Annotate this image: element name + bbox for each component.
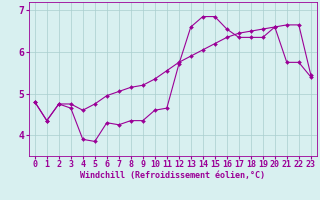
X-axis label: Windchill (Refroidissement éolien,°C): Windchill (Refroidissement éolien,°C)	[80, 171, 265, 180]
